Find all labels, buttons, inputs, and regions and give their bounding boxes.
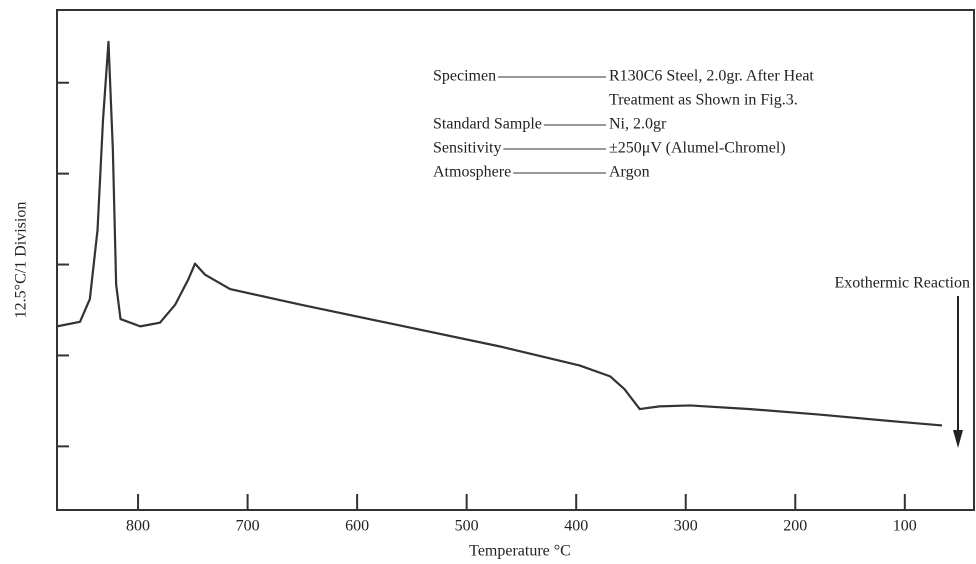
annotation-value: ±250μV (Alumel-Chromel) [609,140,786,157]
x-tick-label: 700 [236,518,260,535]
x-tick-label: 100 [893,518,917,535]
x-tick-label: 600 [345,518,369,535]
arrow-label: Exothermic Reaction [834,275,970,292]
x-axis-label: Temperature °C [469,543,571,560]
annotation-label: Specimen [433,68,496,85]
x-tick-label: 500 [455,518,479,535]
x-tick-label: 800 [126,518,150,535]
dta-curve [56,40,943,427]
x-tick-label: 400 [564,518,588,535]
annotation-label: Standard Sample [433,116,542,133]
annotation-value: R130C6 Steel, 2.0gr. After Heat [609,68,814,85]
y-axis-label: 12.5°C/1 Division [13,202,30,319]
arrow-head [953,430,963,448]
annotation-value: Ni, 2.0gr [609,116,667,133]
x-tick-label: 200 [783,518,807,535]
x-tick-label: 300 [674,518,698,535]
annotation-value: Treatment as Shown in Fig.3. [609,92,798,109]
annotation-value: Argon [609,164,650,181]
annotation-label: Atmosphere [433,164,511,181]
annotation-label: Sensitivity [433,140,501,157]
plot-frame [56,9,975,511]
